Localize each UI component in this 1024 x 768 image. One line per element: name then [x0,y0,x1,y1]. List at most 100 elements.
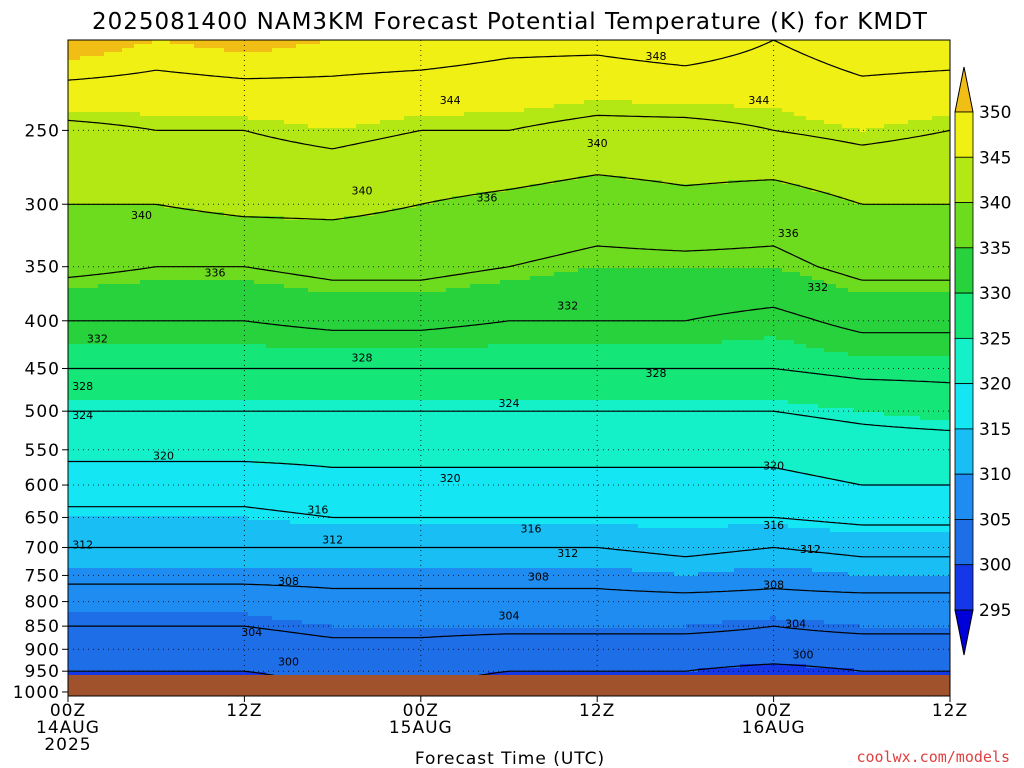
field-cell [110,284,117,345]
field-cell [494,284,501,345]
field-cell [386,400,393,469]
field-cell [656,104,663,181]
field-cell [890,356,897,417]
field-cell [386,40,393,121]
field-cell [560,104,567,181]
field-cell [524,188,531,281]
field-cell [794,620,801,665]
field-cell [248,40,255,53]
field-cell [386,568,393,629]
field-cell [440,468,447,525]
field-cell [164,568,171,613]
field-cell [314,624,321,685]
field-cell [926,204,933,293]
field-cell [812,572,819,621]
field-cell [914,628,921,673]
field-cell [716,344,723,401]
field-cell [272,216,279,285]
x-tick-label: 15AUG [389,718,453,738]
field-cell [938,532,945,577]
field-cell [242,52,249,117]
colorbar-label: 335 [979,239,1011,259]
field-cell [578,628,585,673]
field-cell [686,528,693,577]
field-cell [464,112,471,197]
field-cell [434,116,441,201]
field-cell [908,356,915,417]
field-cell [920,420,927,485]
field-cell [356,292,363,349]
y-tick-label: 900 [25,640,60,660]
field-cell [332,348,339,401]
field-cell [860,132,867,205]
field-cell [440,524,447,569]
field-cell [290,40,297,49]
field-cell [806,276,813,349]
field-cell [452,568,459,629]
field-cell [452,196,459,289]
field-cell [206,400,213,461]
field-cell [812,120,819,193]
field-cell [416,468,423,525]
field-cell [722,40,729,105]
field-cell [902,204,909,293]
x-tick-label: 00Z [755,701,791,721]
field-cell [170,280,177,345]
field-cell [746,568,753,621]
field-cell [488,112,495,193]
field-cell [758,108,765,181]
field-cell [110,568,117,613]
field-cell [746,400,753,469]
field-cell [416,568,423,629]
field-cell [410,40,417,117]
field-cell [524,108,531,189]
field-cell [320,624,327,689]
field-cell [470,468,477,525]
field-cell [596,568,603,629]
field-cell [788,620,795,665]
field-cell [920,576,927,629]
field-cell [656,572,663,629]
field-cell [830,624,837,669]
field-cell [902,40,909,125]
field-cell [260,216,267,285]
field-cell [116,204,123,285]
field-cell [824,408,831,481]
field-cell [92,40,99,57]
field-cell [278,216,285,285]
field-cell [290,524,297,569]
field-cell [524,40,531,109]
field-cell [176,400,183,461]
field-cell [620,344,627,401]
field-cell [440,568,447,629]
field-cell [344,292,351,349]
field-cell [602,400,609,469]
field-cell [266,216,273,285]
field-cell [704,572,711,625]
field-cell [146,612,153,673]
field-cell [152,204,159,281]
field-cell [686,400,693,469]
field-cell [290,48,297,125]
field-cell [620,524,627,569]
field-cell [884,124,891,205]
field-cell [560,568,567,629]
field-cell [80,344,87,401]
field-cell [686,184,693,269]
field-cell [572,628,579,673]
field-cell [680,400,687,469]
field-cell [596,468,603,525]
field-cell [794,272,801,345]
field-cell [734,400,741,469]
field-cell [902,484,909,533]
field-cell [302,624,309,685]
field-cell [188,612,195,673]
field-cell [782,40,789,113]
field-cell [182,400,189,461]
field-cell [896,628,903,673]
field-cell [524,628,531,673]
field-cell [404,116,411,209]
field-cell [638,628,645,673]
field-cell [494,344,501,401]
field-cell [602,344,609,401]
